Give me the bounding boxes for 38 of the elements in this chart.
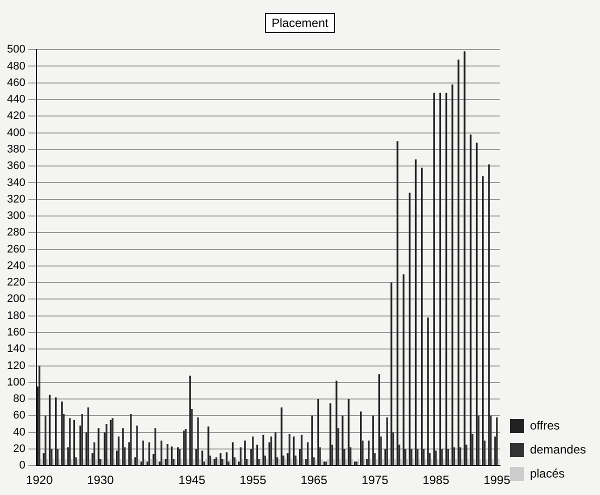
y-tick-label: 440: [6, 94, 26, 106]
y-tick-label: 320: [6, 193, 26, 206]
y-tick-label: 280: [6, 226, 26, 239]
y-tick-label: 20: [13, 442, 26, 455]
y-tick-label: 500: [6, 44, 26, 56]
y-tick-label: 100: [6, 376, 26, 388]
y-tick-label: 480: [6, 60, 26, 72]
y-tick-label: 240: [6, 260, 26, 272]
y-tick-label: 160: [6, 326, 26, 339]
x-tick-label: 1920: [26, 473, 54, 488]
chart-title: Placement: [264, 13, 336, 33]
y-tick-label: 200: [6, 293, 26, 306]
y-tick-label: 400: [6, 126, 26, 139]
y-tick-label: 260: [6, 243, 26, 256]
y-tick-label: 460: [6, 76, 26, 89]
y-tick-label: 40: [13, 426, 26, 438]
x-tick-label: 1945: [178, 473, 206, 488]
x-tick-label: 1965: [300, 473, 328, 488]
legend-label: offres: [530, 418, 560, 432]
x-tick-label: 1975: [362, 473, 389, 488]
y-tick-label: 140: [6, 343, 26, 356]
y-tick-label: 340: [6, 176, 26, 189]
x-tick-label: 1930: [87, 473, 114, 488]
legend-label: demandes: [530, 442, 586, 456]
y-tick-label: 380: [6, 143, 26, 156]
y-tick-label: 60: [13, 410, 26, 422]
x-tick-label: 1955: [240, 473, 267, 488]
legend-label: placés: [530, 466, 565, 480]
x-tick-label: 1995: [484, 473, 511, 488]
y-tick-label: 300: [6, 210, 26, 222]
y-tick-label: 80: [13, 393, 26, 406]
y-tick-label: 180: [6, 310, 26, 322]
y-tick-label: 420: [6, 110, 26, 122]
y-tick-label: 360: [6, 160, 26, 172]
y-tick-label: 0: [19, 460, 26, 472]
y-tick-label: 120: [6, 360, 26, 372]
x-tick-label: 1985: [422, 473, 450, 488]
y-tick-label: 220: [6, 276, 26, 289]
